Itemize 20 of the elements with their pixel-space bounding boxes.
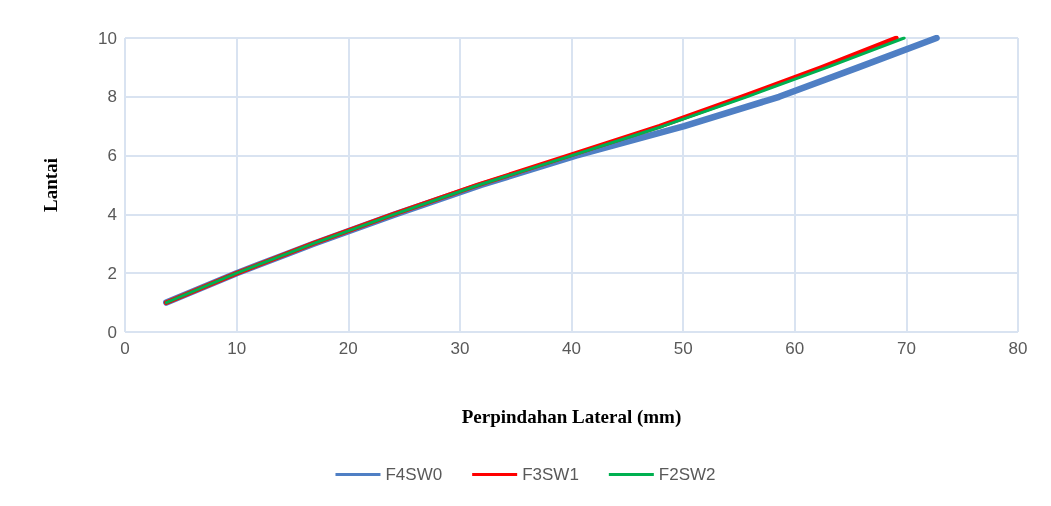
x-tick-label: 10 bbox=[227, 339, 247, 358]
legend-label: F2SW2 bbox=[658, 465, 716, 484]
y-tick-label: 0 bbox=[107, 322, 117, 342]
x-tick-label: 70 bbox=[896, 339, 916, 358]
x-tick-label: 0 bbox=[120, 339, 130, 358]
y-tick-label: 10 bbox=[98, 28, 117, 48]
x-tick-label: 20 bbox=[338, 339, 358, 358]
x-tick-label: 40 bbox=[562, 339, 581, 358]
legend-label: F3SW1 bbox=[522, 465, 579, 484]
y-tick-label: 4 bbox=[107, 204, 117, 224]
y-tick-label: 8 bbox=[107, 87, 117, 107]
y-tick-label: 2 bbox=[107, 263, 117, 283]
x-tick-label: 50 bbox=[673, 339, 693, 358]
x-tick-label: 60 bbox=[785, 339, 805, 358]
legend-label: F4SW0 bbox=[385, 465, 443, 484]
x-axis-title: Perpindahan Lateral (mm) bbox=[461, 406, 682, 428]
x-tick-label: 80 bbox=[1008, 339, 1028, 358]
y-axis-title: Lantai bbox=[40, 158, 61, 212]
x-tick-label: 30 bbox=[450, 339, 470, 358]
y-tick-label: 6 bbox=[107, 146, 117, 166]
